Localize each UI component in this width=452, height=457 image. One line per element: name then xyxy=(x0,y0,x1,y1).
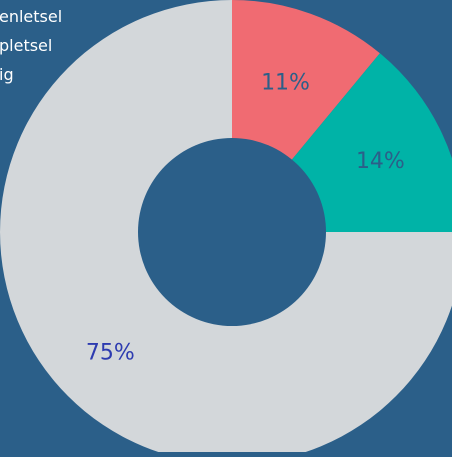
legend: enletsel pletsel ig xyxy=(0,7,62,84)
slice-labels: 11% 14% 75% xyxy=(86,70,405,365)
slice-label-3: 75% xyxy=(86,341,135,366)
donut-hole xyxy=(138,138,326,326)
legend-entry-1: enletsel xyxy=(0,7,62,26)
slice-label-1: 11% xyxy=(261,70,310,95)
slice-label-2: 14% xyxy=(356,149,405,174)
legend-entry-2: pletsel xyxy=(0,36,52,55)
legend-entry-3: ig xyxy=(0,65,14,84)
